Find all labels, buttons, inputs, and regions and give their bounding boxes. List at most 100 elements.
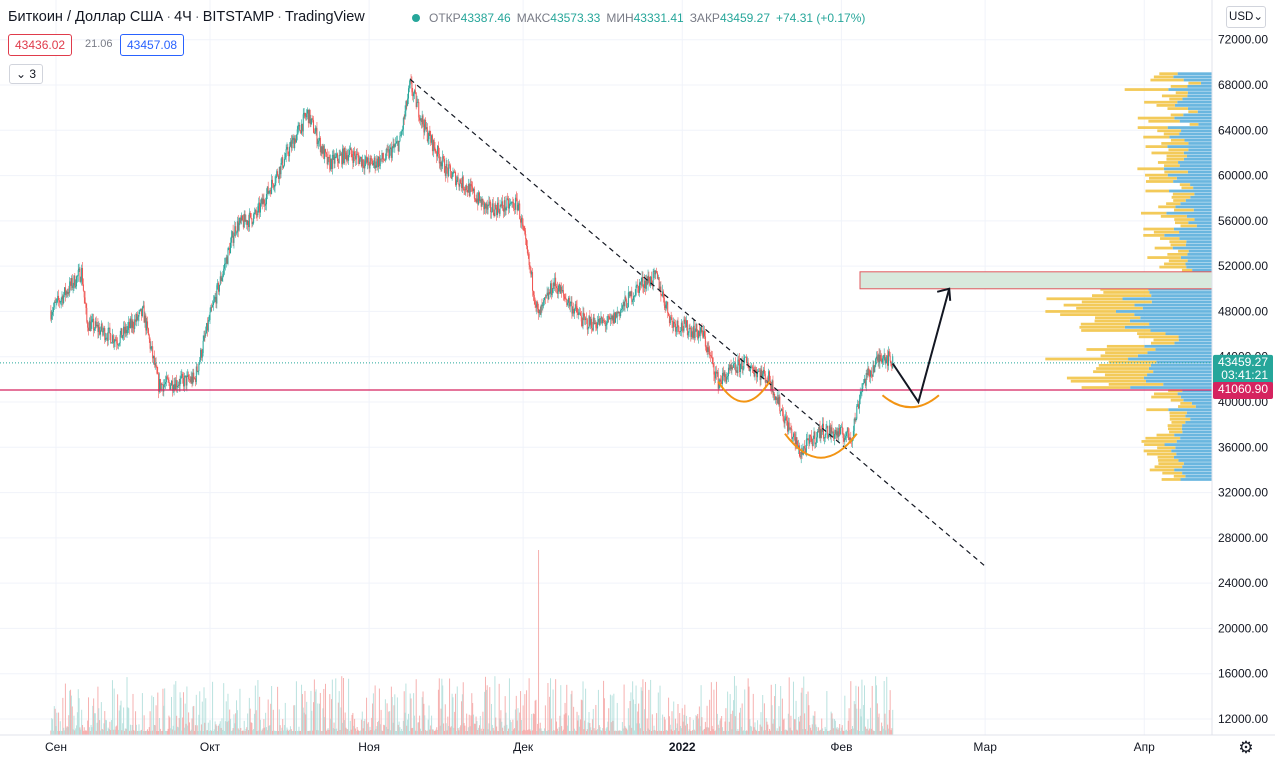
candle-body xyxy=(812,438,814,447)
candle-body xyxy=(778,396,780,405)
profile-down-bar xyxy=(1169,240,1187,244)
volume-bar xyxy=(884,713,886,735)
symbol-title[interactable]: Биткоин / Доллар США · 4Ч · BITSTAMP · Trading… xyxy=(8,9,365,25)
volume-bar xyxy=(873,730,875,735)
price-tick-label: 56000.00 xyxy=(1218,214,1268,228)
volume-bar xyxy=(109,721,111,735)
profile-up-bar xyxy=(1163,167,1212,171)
volume-bar xyxy=(214,721,216,735)
volume-bar xyxy=(360,730,362,735)
volume-bar xyxy=(318,730,320,735)
candle-body xyxy=(292,137,294,141)
candle-body xyxy=(239,217,241,223)
candle-body xyxy=(277,171,279,176)
volume-bar xyxy=(544,728,546,735)
volume-bar xyxy=(114,729,116,735)
candle-body xyxy=(175,380,177,391)
candle-body xyxy=(798,445,800,457)
candle-body xyxy=(692,331,694,338)
candle-body xyxy=(64,287,66,295)
candle-body xyxy=(170,385,172,390)
market-status-icon xyxy=(412,13,420,22)
volume-bar xyxy=(538,550,540,735)
volume-bar xyxy=(133,730,135,735)
candle-body xyxy=(643,287,645,289)
profile-up-bar xyxy=(1192,268,1212,272)
candle-body xyxy=(171,380,173,391)
indicators-toggle[interactable]: ⌄ 3 xyxy=(9,64,44,84)
volume-bar xyxy=(426,730,428,735)
volume-bar xyxy=(224,730,226,735)
candle-body xyxy=(420,118,422,122)
volume-bar xyxy=(795,700,797,735)
candle-body xyxy=(459,179,461,187)
volume-bar xyxy=(494,676,496,735)
volume-bar xyxy=(827,730,829,735)
volume-bar xyxy=(833,728,835,735)
profile-down-bar xyxy=(1160,237,1180,240)
candle-body xyxy=(128,321,130,327)
profile-up-bar xyxy=(1197,110,1212,114)
candle-body xyxy=(163,384,165,392)
volume-bar xyxy=(863,705,865,735)
profile-up-bar xyxy=(1151,300,1212,304)
profile-up-bar xyxy=(1186,411,1212,415)
profile-down-bar xyxy=(1046,297,1123,301)
volume-bar xyxy=(220,727,222,735)
candle-body xyxy=(699,331,701,337)
candle-body xyxy=(840,426,842,428)
volume-bar xyxy=(283,730,285,735)
volume-bar xyxy=(190,729,192,735)
candle-body xyxy=(391,148,393,158)
volume-bar xyxy=(811,724,813,735)
profile-up-bar xyxy=(1175,205,1212,209)
volume-bar xyxy=(550,678,552,735)
candle-body xyxy=(467,190,469,193)
volume-bar xyxy=(702,730,704,735)
candle-body xyxy=(761,369,763,377)
buy-button[interactable]: 43457.08 xyxy=(120,34,185,56)
candle-body xyxy=(332,154,334,156)
volume-bar xyxy=(274,731,276,735)
volume-bar xyxy=(520,719,522,735)
volume-bar xyxy=(684,704,686,735)
profile-up-bar xyxy=(1194,218,1212,221)
volume-bar xyxy=(113,688,115,735)
candle-body xyxy=(533,294,535,302)
volume-bar xyxy=(223,683,225,735)
volume-bar xyxy=(58,730,60,735)
candle-body xyxy=(549,292,551,294)
volume-bar xyxy=(812,715,814,735)
candle-body xyxy=(58,300,60,303)
volume-bar xyxy=(385,726,387,735)
volume-bar xyxy=(529,729,531,735)
candle-body xyxy=(151,346,153,348)
right-shoulder-arc xyxy=(881,394,940,409)
candle-body xyxy=(751,366,753,368)
drawing-layer[interactable] xyxy=(0,78,1213,567)
candle-body xyxy=(766,380,768,382)
volume-bar xyxy=(171,729,173,735)
profile-up-bar xyxy=(1168,88,1212,91)
candle-body xyxy=(538,309,540,314)
volume-bar xyxy=(407,713,409,735)
currency-select[interactable]: USD⌄ xyxy=(1226,6,1266,28)
candle-body xyxy=(742,368,744,370)
sell-button[interactable]: 43436.02 xyxy=(8,34,73,56)
candle-body xyxy=(369,158,371,169)
candle-body xyxy=(733,363,735,368)
candle-body xyxy=(210,306,212,313)
volume-bar xyxy=(877,717,879,735)
volume-bar xyxy=(455,693,457,735)
candle-body xyxy=(887,351,889,366)
volume-bar xyxy=(283,725,285,735)
profile-down-bar xyxy=(1124,88,1169,91)
profile-up-bar xyxy=(1177,100,1212,104)
volume-bar xyxy=(876,703,878,735)
volume-bar xyxy=(354,728,356,735)
volume-bar xyxy=(752,693,754,735)
volume-bar xyxy=(376,726,378,735)
candle-body xyxy=(237,221,239,231)
gear-icon[interactable]: ⚙ xyxy=(1238,738,1254,757)
